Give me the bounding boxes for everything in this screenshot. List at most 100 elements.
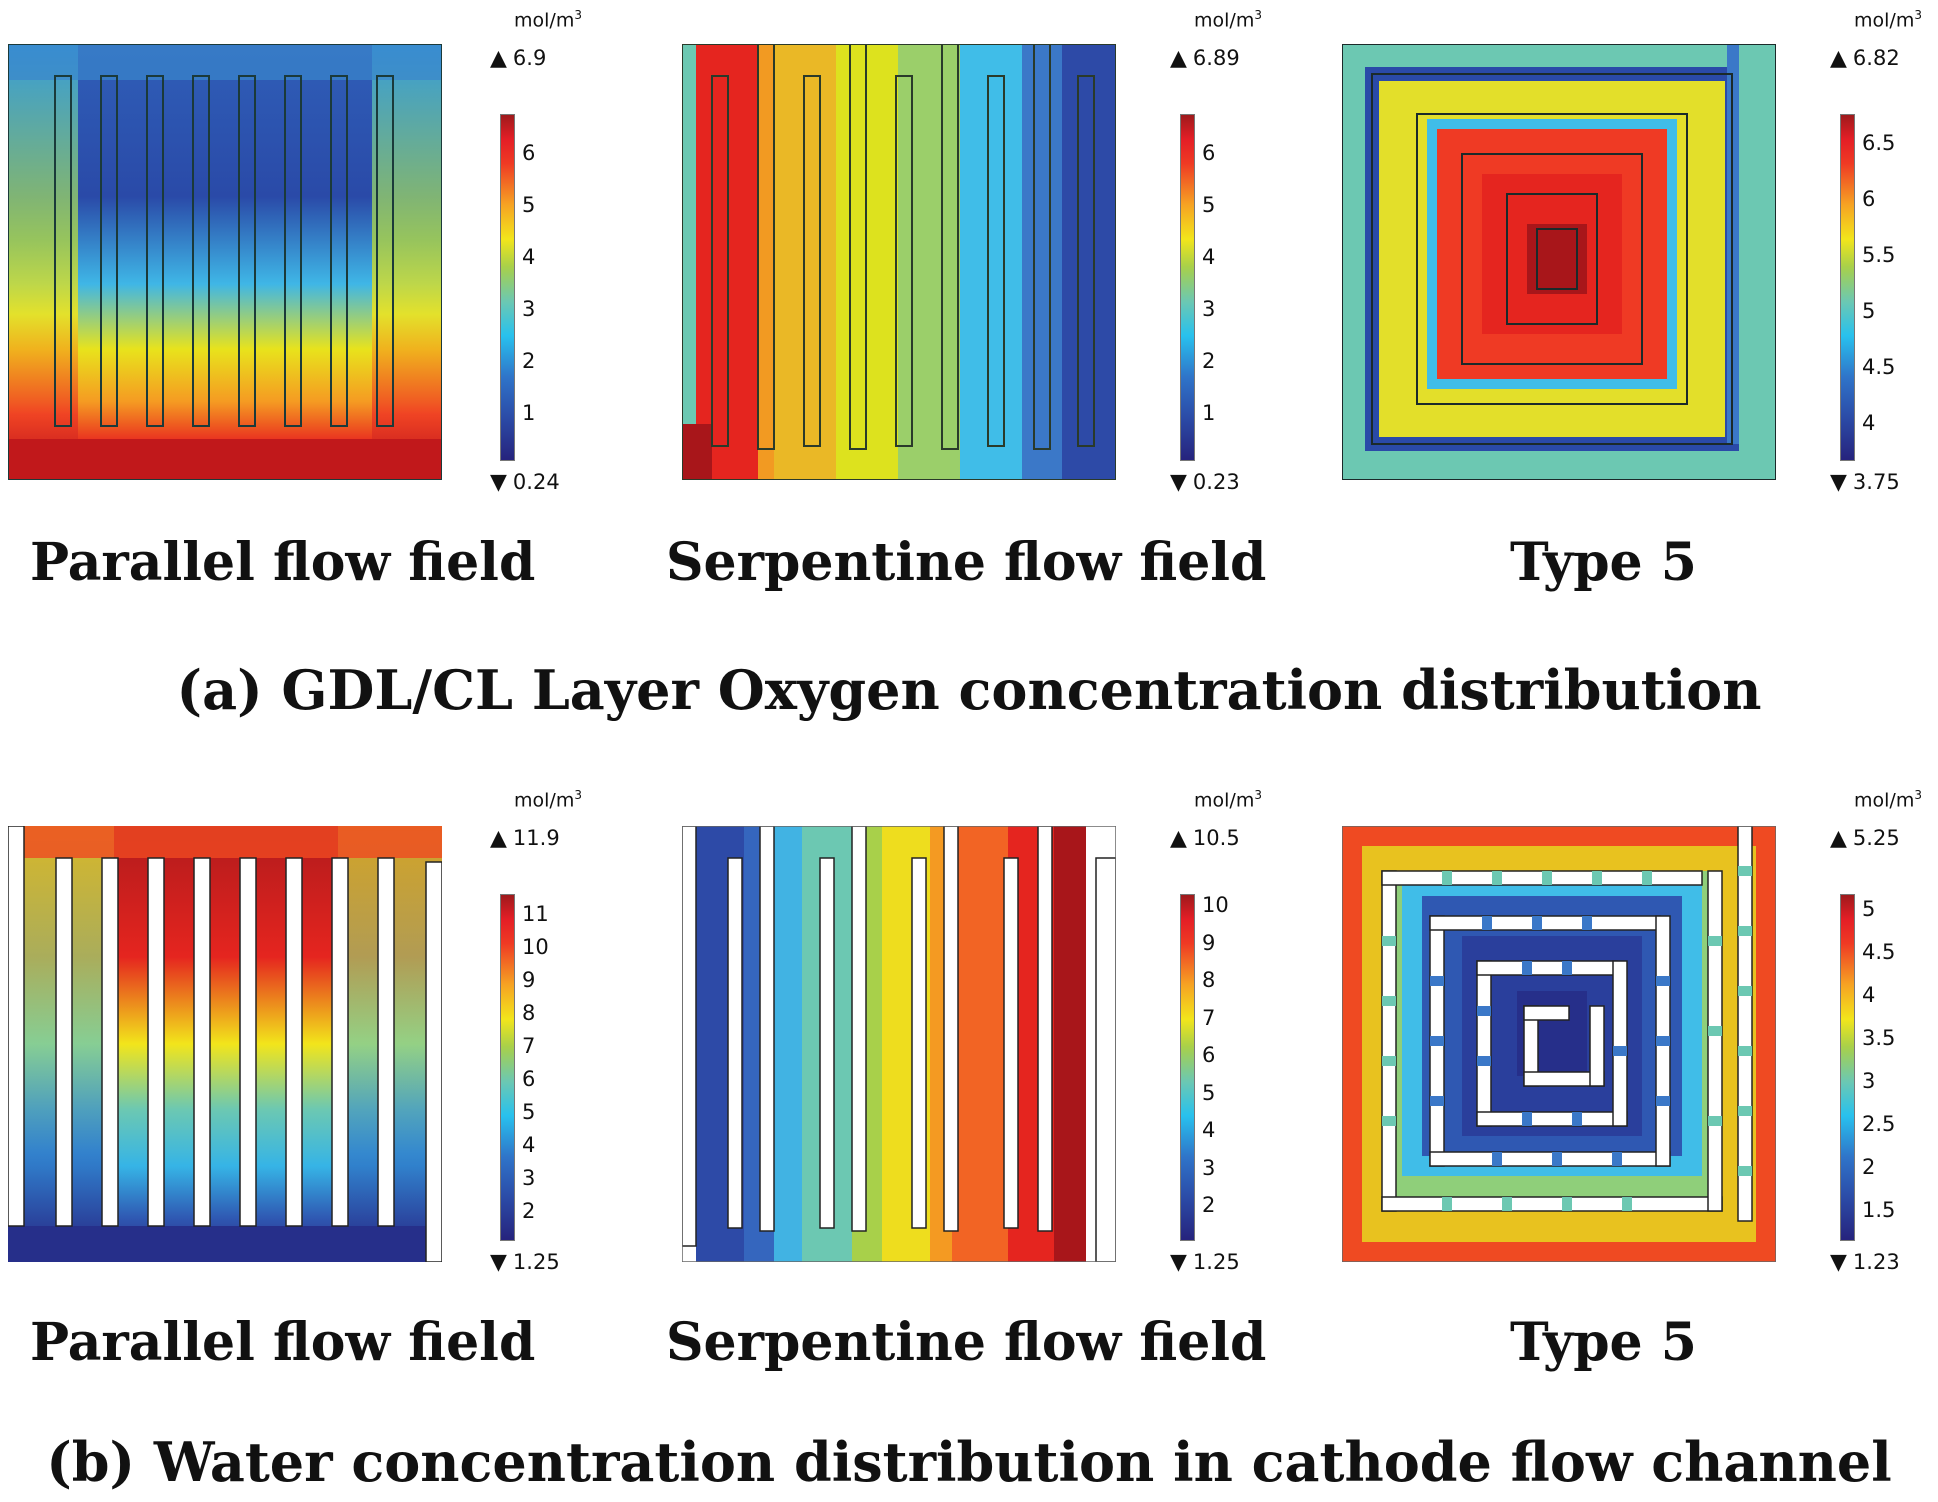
colorbar-tick: 8 xyxy=(1202,968,1216,992)
colorbar-tick: 5 xyxy=(1202,1081,1216,1105)
triangle-up-icon: ▲ xyxy=(490,46,507,71)
colorbar-tick: 1.5 xyxy=(1862,1198,1896,1222)
triangle-up-icon: ▲ xyxy=(490,826,507,851)
colorbar-min: ▼ 0.23 xyxy=(1170,470,1240,495)
colorbar-tick: 10 xyxy=(1202,893,1229,917)
colorbar-unit: mol/m3 xyxy=(514,788,582,812)
colorbar-tick: 6 xyxy=(1862,187,1876,211)
colorbar-min: ▼ 3.75 xyxy=(1830,470,1900,495)
parallel-oxygen-colorbar: mol/m3 ▲ 6.9 6 5 4 3 2 1 ▼ 0.24 xyxy=(490,8,630,495)
triangle-down-icon: ▼ xyxy=(1170,1250,1187,1275)
colorbar-tick: 5 xyxy=(522,1100,536,1124)
triangle-down-icon: ▼ xyxy=(1830,470,1847,495)
colorbar-tick: 3 xyxy=(522,1166,536,1190)
colorbar-unit: mol/m3 xyxy=(514,8,582,32)
colorbar-tick: 9 xyxy=(522,968,536,992)
colorbar-tick: 6 xyxy=(522,141,536,165)
panel-title: Parallel flow field xyxy=(30,1312,536,1373)
colorbar-tick: 5 xyxy=(1862,299,1876,323)
colorbar-tick: 9 xyxy=(1202,931,1216,955)
colorbar-min: ▼ 1.23 xyxy=(1830,1250,1900,1275)
type5-oxygen-colorbar: mol/m3 ▲ 6.82 6.5 6 5.5 5 4.5 4 ▼ 3.75 xyxy=(1830,8,1938,495)
colorbar-unit: mol/m3 xyxy=(1854,788,1922,812)
colorbar-max: ▲ 5.25 xyxy=(1830,826,1900,851)
type5-oxygen-plot xyxy=(1342,44,1776,480)
type5-water-colorbar: mol/m3 ▲ 5.25 5 4.5 4 3.5 3 2.5 2 1.5 ▼ 1.… xyxy=(1830,788,1938,1275)
colorbar-tick: 6.5 xyxy=(1862,131,1896,155)
parallel-oxygen-plot xyxy=(8,44,442,480)
colorbar-tick: 11 xyxy=(522,902,549,926)
colorbar-tick: 2 xyxy=(1862,1155,1876,1179)
serpentine-water-plot xyxy=(682,826,1116,1262)
triangle-down-icon: ▼ xyxy=(490,470,507,495)
colorbar-tick: 4 xyxy=(522,1133,536,1157)
colorbar-tick: 2 xyxy=(1202,349,1216,373)
colorbar-tick: 5 xyxy=(522,193,536,217)
colorbar-tick: 6 xyxy=(522,1067,536,1091)
colorbar-tick: 10 xyxy=(522,935,549,959)
panel-title: Serpentine flow field xyxy=(666,1312,1267,1373)
colorbar-max: ▲ 6.89 xyxy=(1170,46,1240,71)
colorbar-tick: 4.5 xyxy=(1862,940,1896,964)
colorbar-tick: 5 xyxy=(1862,897,1876,921)
colorbar-unit: mol/m3 xyxy=(1194,8,1262,32)
colorbar-tick: 2 xyxy=(522,1199,536,1223)
colorbar-tick: 2 xyxy=(1202,1193,1216,1217)
colorbar-gradient xyxy=(1180,114,1195,461)
triangle-down-icon: ▼ xyxy=(1170,470,1187,495)
colorbar-tick: 1 xyxy=(522,401,536,425)
panel-title: Type 5 xyxy=(1510,532,1697,593)
caption-a: (a) GDL/CL Layer Oxygen concentration di… xyxy=(176,658,1762,722)
colorbar-gradient xyxy=(500,894,515,1241)
colorbar-tick: 4 xyxy=(1862,983,1876,1007)
colorbar-gradient xyxy=(1840,114,1855,461)
colorbar-tick: 6 xyxy=(1202,1043,1216,1067)
colorbar-tick: 4 xyxy=(1862,411,1876,435)
type5-water-plot xyxy=(1342,826,1776,1262)
parallel-water-plot xyxy=(8,826,442,1262)
colorbar-min: ▼ 1.25 xyxy=(1170,1250,1240,1275)
colorbar-tick: 3 xyxy=(522,297,536,321)
colorbar-min: ▼ 1.25 xyxy=(490,1250,560,1275)
serpentine-oxygen-plot xyxy=(682,44,1116,480)
colorbar-max: ▲ 10.5 xyxy=(1170,826,1240,851)
colorbar-min: ▼ 0.24 xyxy=(490,470,560,495)
colorbar-tick: 6 xyxy=(1202,141,1216,165)
colorbar-tick: 4 xyxy=(1202,1118,1216,1142)
colorbar-tick: 3.5 xyxy=(1862,1026,1896,1050)
colorbar-tick: 4 xyxy=(522,245,536,269)
panel-title: Type 5 xyxy=(1510,1312,1697,1373)
colorbar-max: ▲ 11.9 xyxy=(490,826,560,851)
colorbar-tick: 5.5 xyxy=(1862,243,1896,267)
triangle-down-icon: ▼ xyxy=(490,1250,507,1275)
colorbar-tick: 7 xyxy=(1202,1006,1216,1030)
colorbar-tick: 1 xyxy=(1202,401,1216,425)
colorbar-tick: 4 xyxy=(1202,245,1216,269)
panel-title: Parallel flow field xyxy=(30,532,536,593)
triangle-down-icon: ▼ xyxy=(1830,1250,1847,1275)
colorbar-tick: 3 xyxy=(1202,297,1216,321)
panel-title: Serpentine flow field xyxy=(666,532,1267,593)
colorbar-tick: 8 xyxy=(522,1001,536,1025)
colorbar-max: ▲ 6.82 xyxy=(1830,46,1900,71)
colorbar-gradient xyxy=(1180,894,1195,1241)
colorbar-tick: 4.5 xyxy=(1862,355,1896,379)
colorbar-unit: mol/m3 xyxy=(1854,8,1922,32)
colorbar-max: ▲ 6.9 xyxy=(490,46,547,71)
colorbar-tick: 5 xyxy=(1202,193,1216,217)
colorbar-gradient xyxy=(1840,894,1855,1241)
colorbar-tick: 7 xyxy=(522,1034,536,1058)
colorbar-tick: 3 xyxy=(1202,1156,1216,1180)
parallel-water-colorbar: mol/m3 ▲ 11.9 11 10 9 8 7 6 5 4 3 2 ▼ 1.25 xyxy=(490,788,630,1275)
colorbar-tick: 2.5 xyxy=(1862,1112,1896,1136)
caption-b: (b) Water concentration distribution in … xyxy=(46,1430,1892,1494)
triangle-up-icon: ▲ xyxy=(1830,46,1847,71)
colorbar-unit: mol/m3 xyxy=(1194,788,1262,812)
colorbar-tick: 2 xyxy=(522,349,536,373)
triangle-up-icon: ▲ xyxy=(1170,46,1187,71)
colorbar-tick: 3 xyxy=(1862,1069,1876,1093)
colorbar-gradient xyxy=(500,114,515,461)
triangle-up-icon: ▲ xyxy=(1170,826,1187,851)
triangle-up-icon: ▲ xyxy=(1830,826,1847,851)
serpentine-water-colorbar: mol/m3 ▲ 10.5 10 9 8 7 6 5 4 3 2 ▼ 1.25 xyxy=(1170,788,1310,1275)
